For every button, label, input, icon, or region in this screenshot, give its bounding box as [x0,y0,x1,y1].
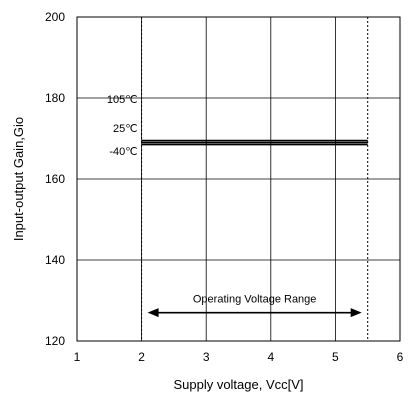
y-tick-label: 180 [45,91,65,105]
series-label: -40℃ [109,146,137,158]
x-tick-label: 3 [203,350,210,364]
series-label: 25℃ [113,123,138,135]
plot-frame [76,16,401,342]
operating-range-boundaries [141,17,369,341]
operating-range-label: Operating Voltage Range [193,294,317,306]
operating-range-annotation: Operating Voltage Range [147,294,362,318]
series-lines [141,139,368,146]
range-arrow-left-head [147,308,159,318]
y-axis-label: Input-output Gain,Gio [11,117,26,241]
y-tick-label: 120 [45,334,65,348]
range-arrow-right-head [350,308,362,318]
series-labels: 105℃ 25℃ -40℃ [107,94,138,158]
series-label: 105℃ [107,94,138,106]
grid-lines [77,17,400,341]
y-tick-label: 200 [45,10,65,24]
x-tick-label: 5 [332,350,339,364]
x-axis-label: Supply voltage, Vcc[V] [173,377,303,392]
y-tick-label: 160 [45,172,65,186]
x-tick-label: 4 [267,350,274,364]
x-tick-label: 2 [138,350,145,364]
y-tick-labels: 120 140 160 180 200 [45,10,65,348]
y-tick-label: 140 [45,253,65,267]
x-tick-labels: 1 2 3 4 5 6 [74,350,404,364]
x-tick-label: 6 [397,350,404,364]
x-tick-label: 1 [74,350,81,364]
